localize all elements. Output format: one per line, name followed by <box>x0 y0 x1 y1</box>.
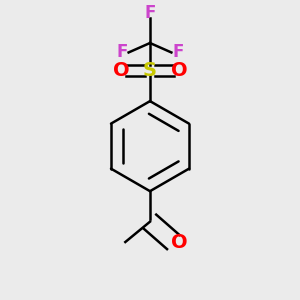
Text: O: O <box>112 61 129 80</box>
Text: F: F <box>144 4 156 22</box>
Text: O: O <box>171 232 188 251</box>
Text: O: O <box>171 61 188 80</box>
Text: F: F <box>116 44 128 62</box>
Text: F: F <box>172 44 184 62</box>
Text: S: S <box>143 61 157 80</box>
